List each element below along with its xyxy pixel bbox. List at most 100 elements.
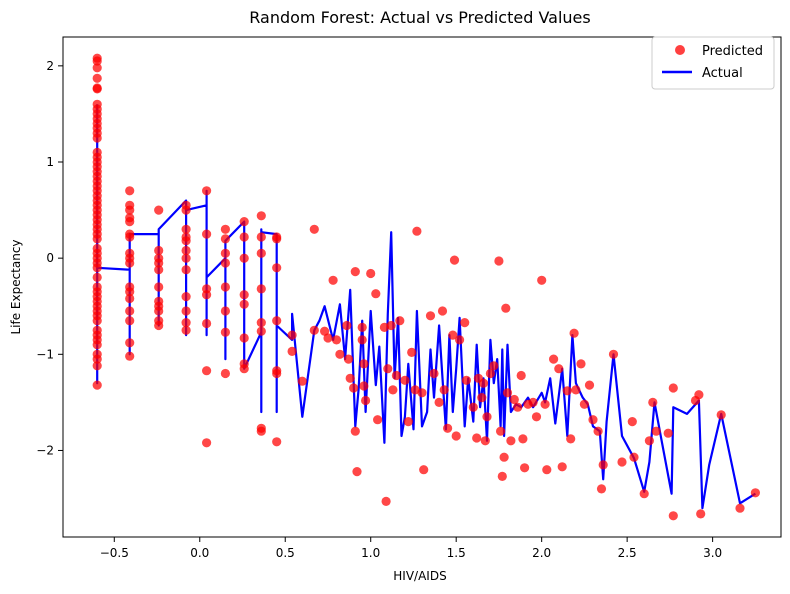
predicted-point: [644, 436, 655, 446]
predicted-point: [92, 263, 102, 273]
predicted-point: [309, 224, 319, 234]
predicted-point: [92, 84, 102, 94]
predicted-point: [154, 265, 164, 275]
predicted-point: [627, 417, 637, 427]
predicted-point: [478, 378, 489, 388]
predicted-point: [272, 437, 282, 447]
predicted-point: [220, 306, 230, 316]
predicted-point: [272, 368, 282, 379]
predicted-point: [92, 56, 102, 66]
predicted-point: [92, 380, 102, 390]
predicted-point: [272, 263, 282, 273]
predicted-point: [181, 325, 191, 335]
x-axis-ticks: −0.5 0.0 0.5 1.0 1.5 2.0 2.5 3.0: [100, 537, 722, 560]
predicted-point: [576, 359, 586, 369]
predicted-point: [383, 364, 393, 374]
predicted-point: [202, 318, 212, 329]
predicted-point: [542, 465, 552, 475]
predicted-point: [562, 386, 572, 396]
predicted-point: [400, 375, 410, 385]
predicted-point: [448, 330, 458, 340]
x-tick-label: −0.5: [100, 546, 129, 560]
x-tick-label: 1.0: [361, 546, 380, 560]
x-axis-label: HIV/AIDS: [393, 569, 446, 583]
y-axis-ticks: −2 −1 0 1 2: [36, 59, 63, 457]
predicted-point: [125, 217, 135, 227]
predicted-point: [256, 318, 266, 328]
predicted-point: [480, 436, 490, 446]
predicted-point: [455, 335, 465, 345]
predicted-point: [531, 412, 542, 422]
predicted-point: [272, 234, 282, 244]
predicted-point: [417, 388, 427, 398]
predicted-point: [449, 255, 460, 265]
predicted-point: [343, 354, 354, 364]
predicted-point: [125, 338, 135, 348]
predicted-point: [239, 299, 249, 309]
chart-title: Random Forest: Actual vs Predicted Value…: [249, 8, 590, 27]
predicted-point: [256, 248, 266, 258]
legend: Predicted Actual: [651, 36, 775, 90]
plot-frame: [62, 36, 782, 538]
y-tick-label: 2: [46, 59, 54, 73]
predicted-point: [181, 253, 191, 263]
predicted-point: [513, 402, 523, 412]
predicted-point: [359, 359, 369, 369]
predicted-point: [668, 383, 678, 393]
predicted-point: [220, 282, 230, 292]
predicted-point: [566, 434, 576, 444]
predicted-point: [584, 380, 595, 390]
predicted-point: [629, 452, 639, 462]
legend-actual-label: Actual: [702, 66, 743, 81]
predicted-point: [357, 322, 367, 332]
predicted-point: [557, 462, 567, 472]
predicted-point: [497, 471, 507, 481]
predicted-point: [154, 205, 164, 215]
predicted-point: [509, 394, 519, 405]
predicted-point: [425, 311, 436, 321]
predicted-point: [92, 73, 102, 83]
predicted-point: [154, 245, 164, 256]
predicted-point: [443, 423, 453, 433]
predicted-point: [256, 426, 266, 436]
predicted-point: [92, 354, 102, 364]
predicted-point: [345, 373, 355, 383]
predicted-point: [451, 431, 461, 441]
predicted-point: [125, 293, 135, 304]
y-tick-label: 0: [46, 251, 54, 265]
predicted-point: [349, 383, 359, 393]
predicted-point: [429, 368, 439, 379]
predicted-point: [154, 258, 164, 268]
predicted-point: [468, 402, 478, 412]
predicted-point: [181, 224, 191, 234]
predicted-point: [342, 320, 352, 331]
predicted-point: [735, 503, 745, 513]
predicted-point: [528, 397, 538, 407]
predicted-point: [239, 253, 249, 263]
predicted-point: [125, 205, 135, 215]
legend-predicted-label: Predicted: [702, 44, 763, 59]
predicted-point: [419, 465, 429, 475]
predicted-point: [328, 275, 338, 285]
predicted-point: [239, 333, 249, 343]
predicted-point: [125, 306, 135, 316]
predicted-point: [571, 385, 581, 395]
predicted-point: [287, 346, 297, 356]
predicted-point: [391, 370, 401, 381]
predicted-point: [181, 245, 191, 256]
legend-predicted-marker: [675, 45, 685, 55]
predicted-point: [350, 426, 360, 436]
predicted-point: [297, 376, 307, 386]
predicted-point: [202, 229, 212, 239]
predicted-point: [181, 318, 191, 328]
predicted-point: [181, 236, 191, 246]
predicted-point: [750, 488, 761, 498]
predicted-point: [220, 368, 230, 379]
predicted-point: [520, 463, 530, 473]
predicted-point: [502, 388, 513, 398]
predicted-point: [477, 393, 487, 403]
predicted-point: [125, 351, 135, 361]
x-tick-label: 3.0: [703, 546, 722, 560]
predicted-point: [202, 438, 212, 448]
predicted-point: [352, 467, 362, 477]
